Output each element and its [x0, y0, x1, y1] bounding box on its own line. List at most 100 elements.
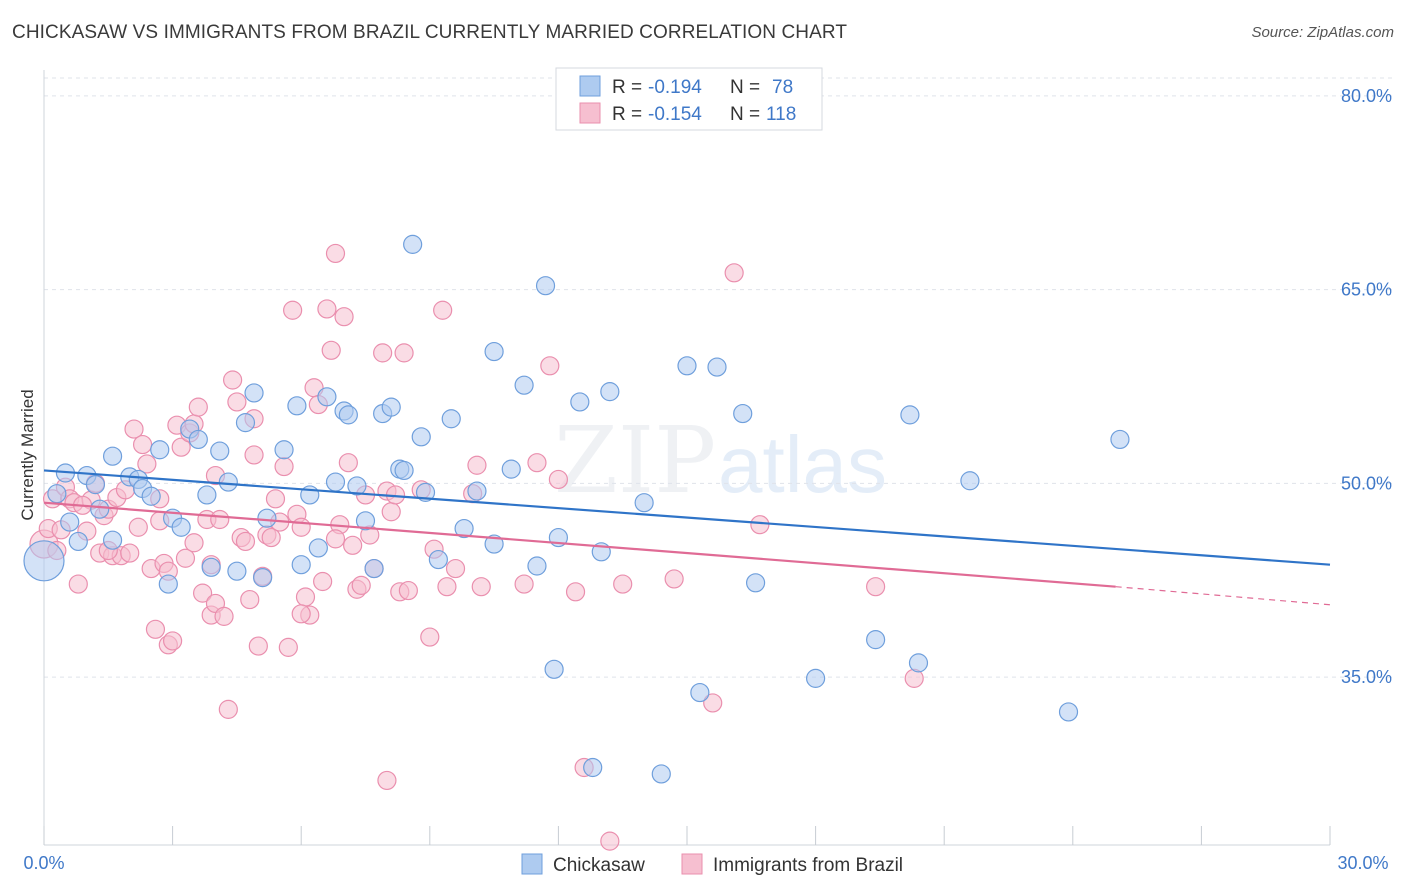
chickasaw-point-17 — [171, 517, 191, 537]
brazil-point-19 — [124, 419, 144, 439]
chickasaw-point-62 — [600, 382, 620, 402]
watermark: ZIP atlas — [554, 407, 887, 514]
trend-line-chickasaw — [43, 469, 1331, 566]
brazil-point-8 — [68, 574, 88, 594]
brazil-point-46 — [235, 531, 256, 552]
brazil-point-108 — [244, 445, 264, 465]
brazil-point-109 — [265, 489, 286, 509]
legend-n-label-2: N = — [730, 104, 760, 125]
brazil-point-18 — [120, 543, 140, 563]
bottom-legend-label-brazil: Immigrants from Brazil — [713, 855, 903, 876]
chickasaw-point-0 — [23, 540, 65, 582]
chickasaw-point-47 — [428, 549, 448, 570]
brazil-point-80 — [394, 343, 414, 363]
watermark-zip: ZIP — [554, 407, 716, 514]
brazil-point-52 — [261, 527, 281, 548]
y-axis-label: Currently Married — [18, 389, 37, 520]
brazil-point-47 — [240, 589, 260, 610]
x-ticks — [43, 826, 1331, 845]
brazil-point-28 — [163, 631, 183, 651]
trend-line-brazil-extension — [1115, 586, 1331, 606]
legend-r-label-2: R = — [612, 104, 642, 125]
brazil-point-40 — [210, 509, 230, 530]
brazil-point-63 — [313, 571, 333, 592]
brazil-point-77 — [381, 502, 401, 522]
chickasaw-point-3 — [60, 512, 80, 532]
brazil-point-56 — [283, 300, 303, 320]
legend-n-value-1: 78 — [772, 77, 793, 98]
chickasaw-point-6 — [85, 475, 106, 495]
brazil-point-93 — [548, 469, 569, 490]
bottom-legend-label-chickasaw: Chickasaw — [553, 855, 645, 876]
chickasaw-point-29 — [274, 440, 294, 460]
brazil-point-66 — [325, 243, 346, 264]
brazil-point-84 — [433, 300, 453, 320]
brazil-point-55 — [278, 637, 298, 657]
chickasaw-point-23 — [218, 472, 238, 492]
chickasaw-point-69 — [745, 573, 766, 593]
brazil-point-116 — [325, 529, 346, 549]
chickasaw-point-14 — [150, 440, 170, 460]
brazil-point-54 — [274, 456, 294, 477]
chickasaw-point-30 — [287, 396, 307, 416]
chickasaw-point-20 — [197, 485, 217, 505]
chickasaw-point-74 — [960, 471, 980, 491]
chickasaw-point-15 — [158, 574, 178, 594]
brazil-point-110 — [291, 604, 311, 624]
chickasaw-point-39 — [355, 511, 376, 531]
chickasaw-point-67 — [707, 357, 727, 377]
brazil-point-100 — [724, 263, 744, 283]
legend-swatch-pink — [579, 102, 601, 124]
trend-line-brazil — [43, 501, 1116, 588]
chickasaw-point-27 — [253, 568, 273, 588]
brazil-point-81 — [398, 580, 418, 601]
chickasaw-point-65 — [677, 356, 697, 376]
legend-r-value-2: -0.154 — [648, 104, 702, 125]
chickasaw-point-55 — [527, 556, 547, 576]
brazil-point-44 — [227, 392, 247, 412]
brazil-point-104 — [377, 770, 397, 791]
chickasaw-point-75 — [1058, 702, 1079, 722]
x-tick-label-min: 0.0% — [23, 853, 64, 873]
brazil-point-49 — [248, 636, 268, 656]
brazil-point-34 — [188, 397, 208, 417]
chickasaw-point-1 — [47, 484, 67, 504]
grid — [44, 77, 1392, 678]
chickasaw-point-38 — [347, 476, 367, 496]
chickasaw-point-24 — [227, 561, 247, 581]
trend-lines — [43, 469, 1331, 606]
brazil-point-99 — [703, 693, 723, 713]
brazil-point-59 — [295, 587, 316, 607]
brazil-point-21 — [132, 434, 153, 455]
legend-n-label-1: N = — [730, 77, 760, 98]
chickasaw-point-77 — [403, 234, 423, 254]
chickasaw-point-8 — [102, 530, 123, 550]
bottom-legend-swatch-brazil — [681, 853, 703, 875]
chickasaw-point-37 — [338, 405, 358, 425]
y-tick-label-35: 35.0% — [1341, 667, 1392, 687]
chickasaw-point-34 — [317, 387, 337, 407]
chickasaw-point-57 — [544, 659, 564, 679]
legend-r-value-1: -0.194 — [648, 77, 702, 98]
brazil-point-35 — [193, 583, 213, 603]
brazil-point-64 — [317, 299, 337, 319]
chickasaw-point-45 — [411, 427, 431, 447]
chickasaw-point-71 — [866, 630, 886, 650]
chickasaw-point-72 — [900, 405, 920, 425]
chickasaw-point-33 — [308, 538, 328, 558]
brazil-point-88 — [467, 455, 487, 475]
chickasaw-point-60 — [583, 757, 603, 778]
chickasaw-point-48 — [441, 409, 461, 429]
chickasaw-point-31 — [291, 555, 311, 575]
brazil-point-85 — [437, 577, 457, 597]
brazil-point-107 — [184, 533, 204, 553]
brazil-point-92 — [540, 356, 560, 376]
brazil-point-65 — [321, 340, 341, 360]
legend: R = -0.194 N = 78 R = -0.154 N = 118 — [555, 67, 823, 131]
brazil-point-90 — [514, 574, 534, 594]
brazil-point-94 — [565, 582, 586, 602]
bottom-legend: Chickasaw Immigrants from Brazil — [521, 853, 903, 876]
chickasaw-point-66 — [690, 682, 710, 703]
brazil-point-58 — [291, 517, 311, 537]
chickasaw-point-46 — [415, 482, 436, 502]
